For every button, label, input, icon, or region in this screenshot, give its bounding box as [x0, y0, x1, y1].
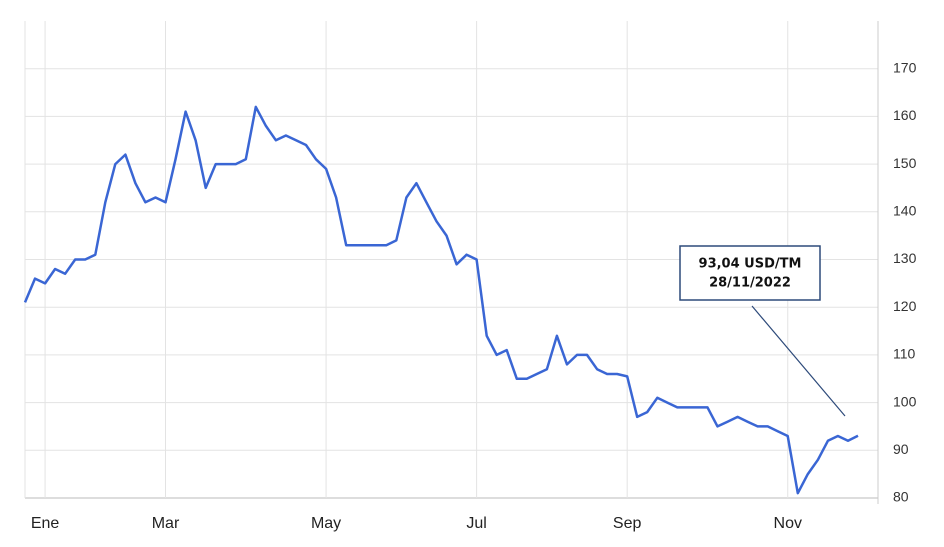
x-tick-label: May: [311, 515, 341, 532]
x-tick-label: Sep: [613, 515, 642, 532]
x-tick-label: Mar: [152, 515, 180, 532]
x-tick-label: Ene: [31, 515, 60, 532]
x-tick-label: Jul: [466, 515, 486, 532]
y-tick-label: 140: [893, 203, 917, 219]
x-tick-label: Nov: [774, 515, 802, 532]
y-tick-label: 80: [893, 489, 909, 505]
y-tick-label: 90: [893, 441, 909, 457]
annotation-date: 28/11/2022: [709, 276, 791, 291]
y-tick-label: 120: [893, 298, 917, 314]
data-line: [23, 105, 859, 495]
y-tick-label: 100: [893, 393, 917, 409]
y-tick-label: 110: [893, 346, 916, 362]
annotation-value: 93,04 USD/TM: [699, 257, 802, 272]
y-tick-label: 130: [893, 250, 917, 266]
annotation-arrow: [751, 305, 846, 417]
y-tick-label: 170: [893, 59, 917, 75]
y-tick-label: 150: [893, 155, 917, 171]
annotation-box: [679, 245, 821, 301]
y-tick-label: 160: [893, 107, 917, 123]
